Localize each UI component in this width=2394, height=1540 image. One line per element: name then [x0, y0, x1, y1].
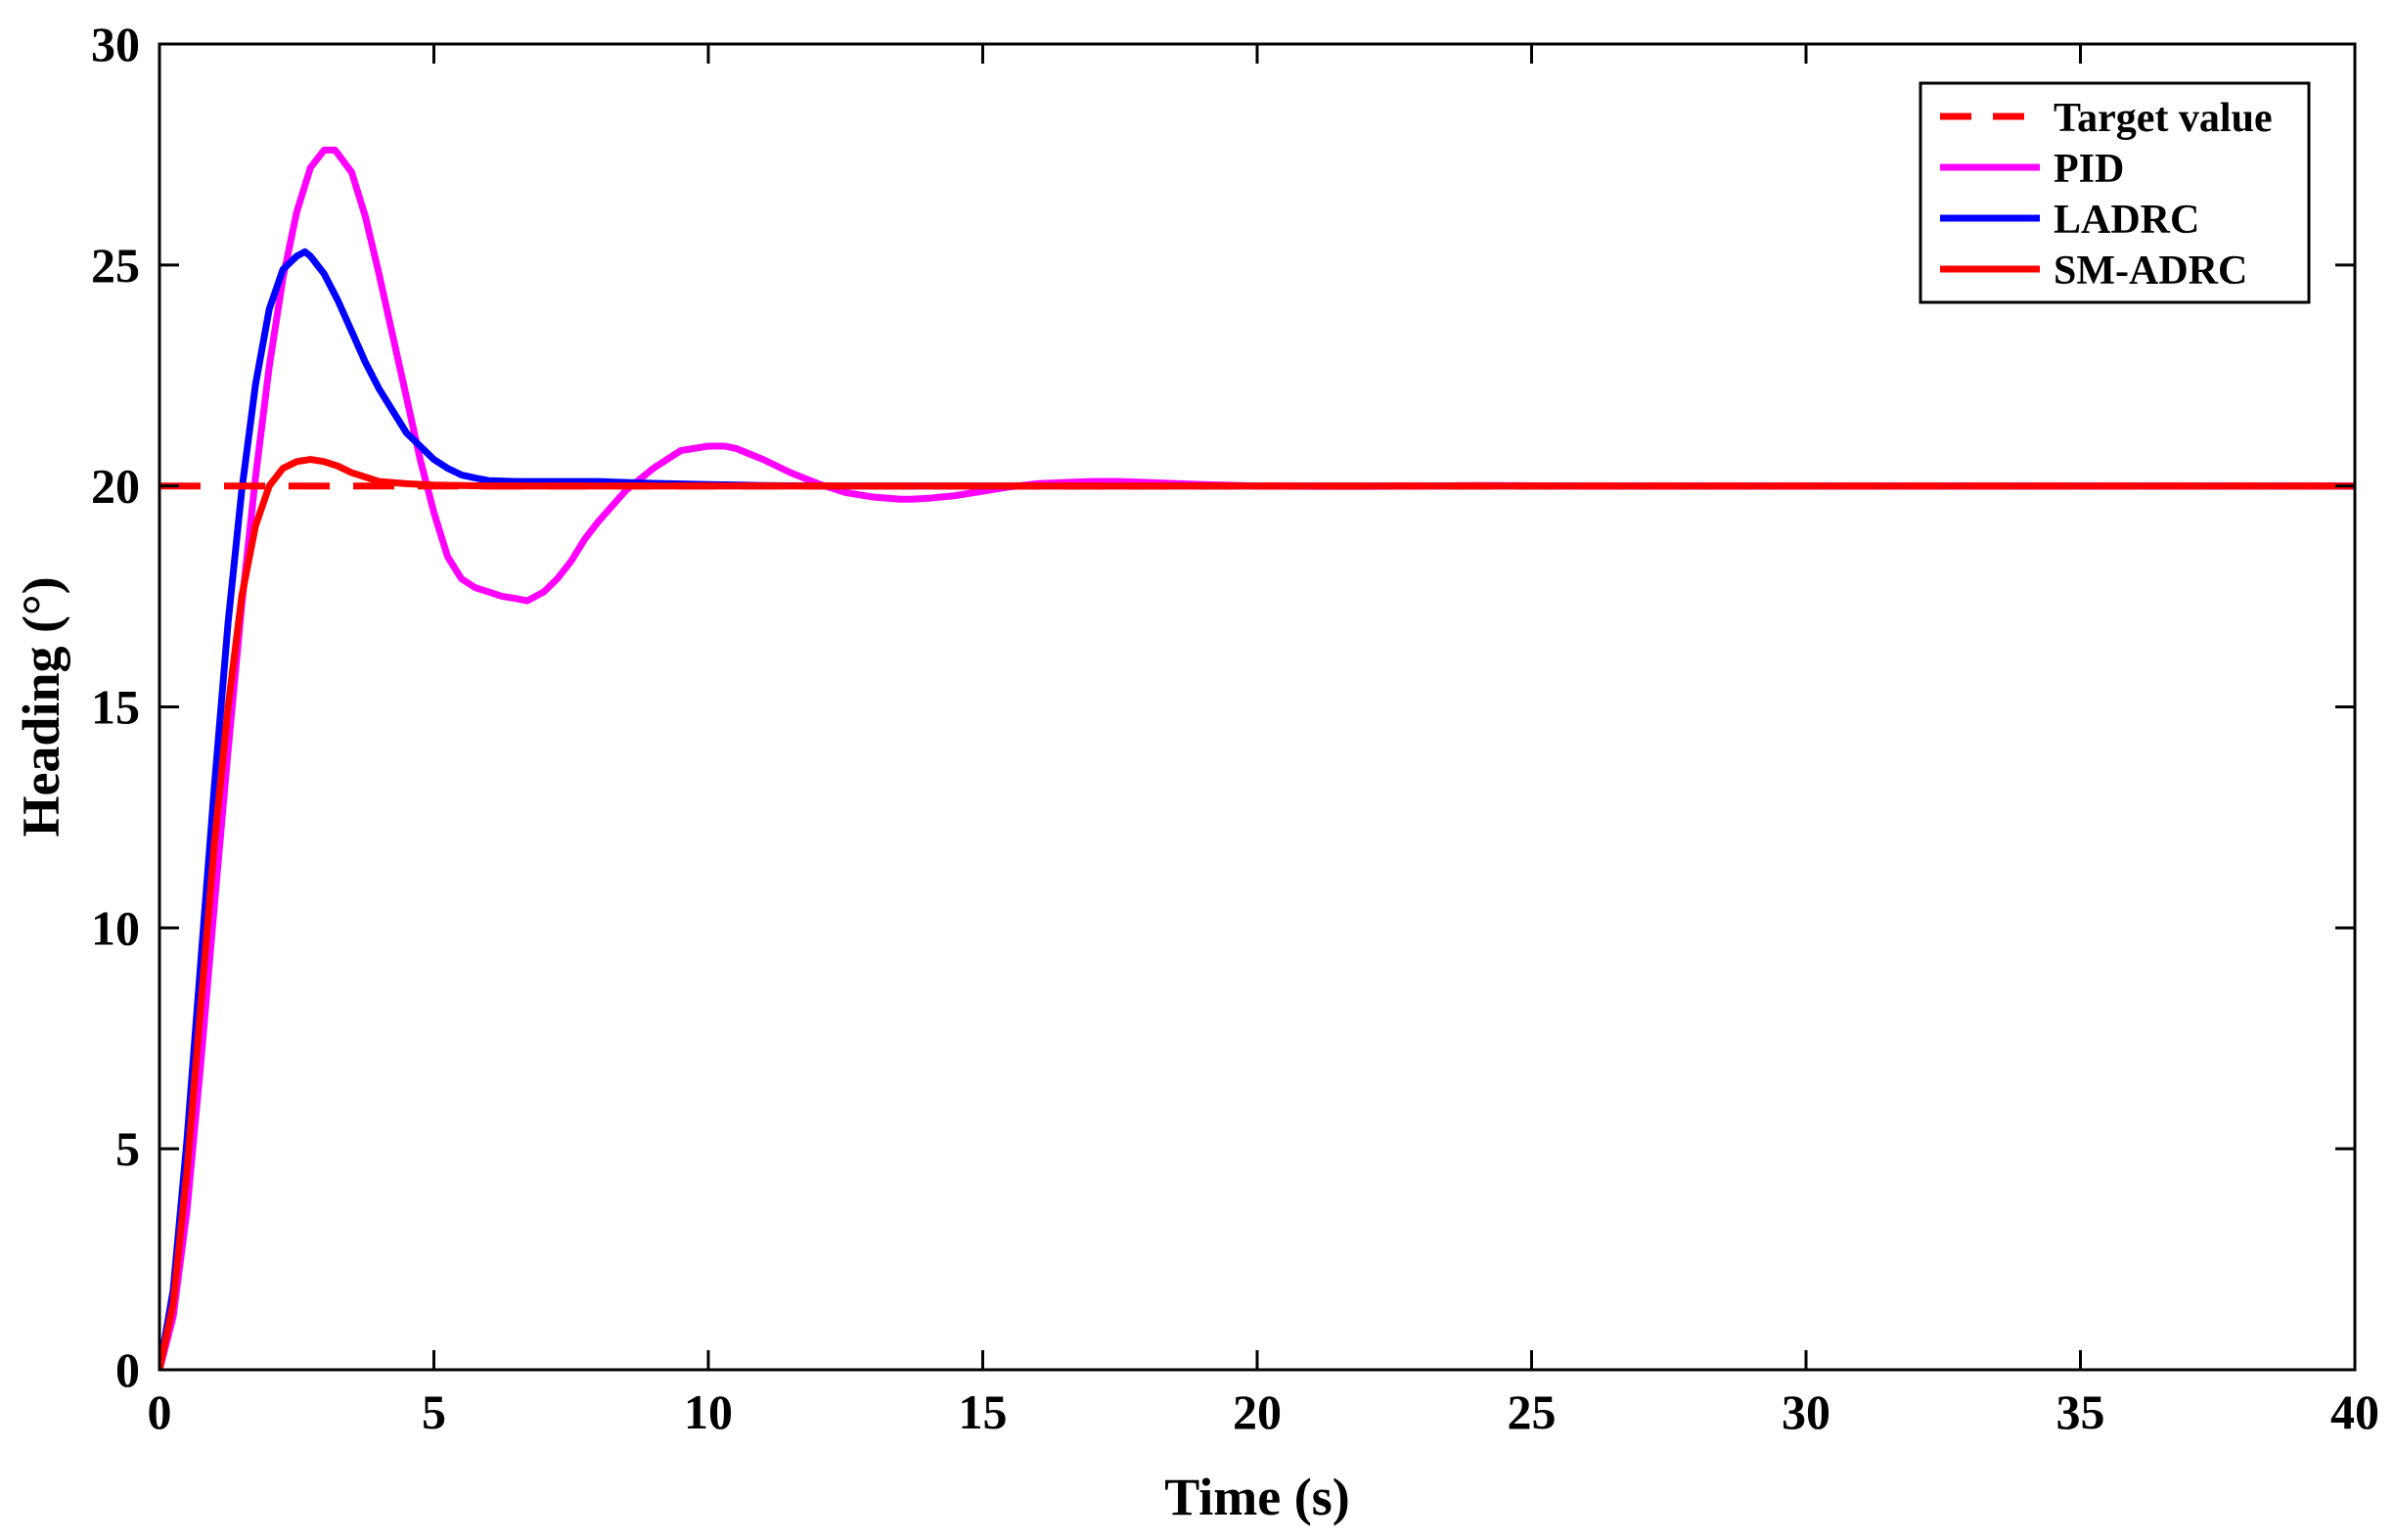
y-axis-label: Heading (°)	[12, 576, 70, 837]
series-layer	[159, 146, 2355, 1370]
x-tick-label: 0	[148, 1384, 172, 1439]
y-tick-label: 5	[115, 1121, 140, 1176]
y-tick-label: 25	[91, 238, 140, 293]
series-line-sm-adrc	[159, 456, 2355, 1370]
x-tick-label: 15	[959, 1384, 1008, 1439]
x-tick-label: 5	[422, 1384, 446, 1439]
y-tick-label: 30	[91, 17, 140, 71]
legend-label: Target value	[2054, 96, 2273, 141]
y-tick-label: 15	[91, 680, 140, 735]
x-tick-label: 40	[2330, 1384, 2379, 1439]
x-tick-label: 35	[2056, 1384, 2105, 1439]
legend-label: LADRC	[2054, 198, 2199, 243]
x-tick-label: 10	[684, 1384, 733, 1439]
x-tick-label: 30	[1782, 1384, 1830, 1439]
x-axis-label: Time (s)	[1164, 1468, 1349, 1526]
axes-layer: 0 5 10 15 20 25 30 35 40 0 5 10 15 20 25 30	[91, 17, 2379, 1439]
x-tick-label: 20	[1233, 1384, 1282, 1439]
x-tick-label: 25	[1508, 1384, 1557, 1439]
legend: Target value PID LADRC SM-ADRC	[1919, 81, 2311, 304]
y-tick-label: 10	[91, 900, 140, 955]
y-tick-label: 20	[91, 459, 140, 514]
legend-label: SM-ADRC	[2054, 249, 2247, 294]
y-tick-label: 0	[115, 1342, 140, 1397]
legend-label: PID	[2054, 147, 2124, 192]
